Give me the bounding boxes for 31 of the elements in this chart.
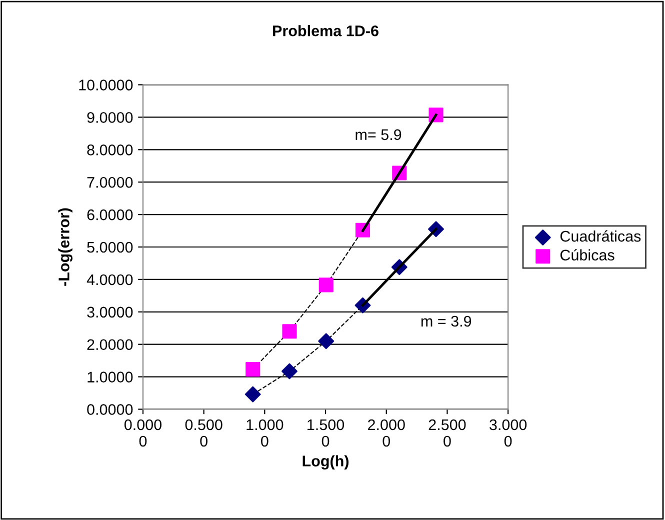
annotation: m= 5.9 [356,129,402,140]
legend-label: Cúbicas [560,249,614,261]
y-tick-label: 1.0000 [88,372,133,382]
point [318,278,334,292]
point [244,386,261,402]
chart-title: Problema 1D-6 [273,25,378,36]
y-tick-label: 5.0000 [87,242,133,253]
x-axis-title: Log(h) [302,455,349,470]
x-tick-label: 1.0000 [246,419,284,447]
y-tick-label: 10.0000 [79,80,133,90]
y-tick-label: 2.0000 [87,339,133,350]
annotation: m = 3.9 [421,316,472,327]
x-tick-label: 3.0000 [490,419,527,447]
point [246,362,260,377]
y-tick-label: 0.0000 [87,404,133,415]
legend-label: Cuadráticas [560,230,641,242]
x-tick-label: 1.5000 [308,419,344,447]
y-tick-label: 7.0000 [87,176,133,188]
point [282,324,297,339]
y-axis-title: -Log(error) [58,208,72,286]
point [318,333,334,350]
y-tick-label: 3.0000 [87,306,133,318]
x-tick-label: 0.0000 [124,419,162,447]
x-tick-label: 0.5000 [185,419,222,447]
y-tick-label: 6.0000 [87,209,133,220]
x-tick-label: 2.0000 [368,419,405,447]
y-tick-label: 4.0000 [86,274,133,286]
point [282,363,298,380]
x-tick-label: 2.5000 [428,419,466,447]
y-tick-label: 8.0000 [87,144,133,156]
y-tick-label: 9.0000 [87,112,133,123]
